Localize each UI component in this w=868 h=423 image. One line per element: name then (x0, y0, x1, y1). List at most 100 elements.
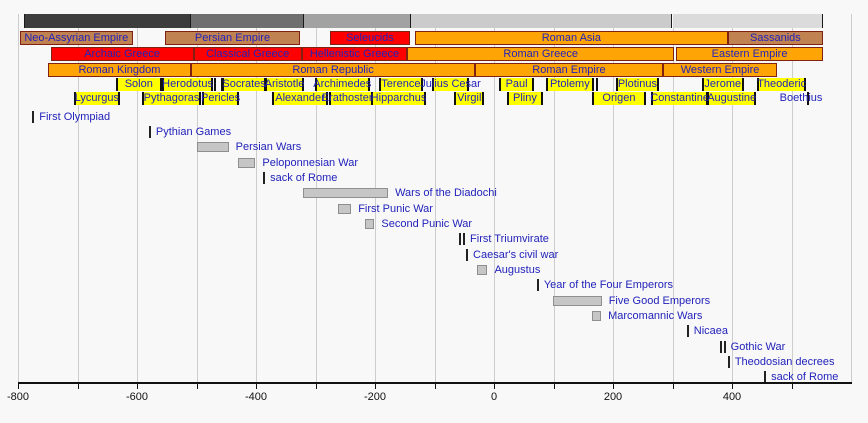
era-bar-eastern-empire: Eastern Empire (676, 47, 824, 61)
person-label-pericles: Pericles (201, 92, 241, 104)
person-tick-aristotle (302, 78, 304, 91)
x-axis-tick-100 (553, 384, 555, 389)
person-bar-plotinus (617, 78, 658, 91)
event-label-second-punic-war: Second Punic War (381, 217, 473, 230)
x-axis-label--600: -600 (125, 391, 149, 403)
event-label-caesar-s-civil-war: Caesar's civil war (473, 248, 559, 261)
event-label-nicaea: Nicaea (693, 325, 729, 338)
person-bar-origen (592, 92, 646, 105)
gridline--100 (434, 14, 436, 383)
event-bar-wars-of-the-diadochi (303, 188, 389, 199)
person-label-aristotle: Aristotle (264, 78, 305, 90)
person-tick-herodotus (210, 78, 213, 91)
person-label-plotinus: Plotinus (617, 78, 657, 90)
event-label-gothic-war: Gothic War (730, 340, 786, 353)
era-bar-roman-asia: Roman Asia (414, 31, 728, 45)
event-label-sack-of-rome: sack of Rome (771, 371, 839, 384)
gridline--300 (315, 14, 317, 383)
gridline-400 (732, 14, 733, 383)
event-marker-gothic-war (720, 340, 723, 353)
x-axis-label-0: 0 (490, 391, 498, 403)
event-label-theodosian-decrees: Theodosian decrees (734, 356, 835, 369)
person-bar-pericles (203, 92, 239, 105)
era-bar-roman-greece: Roman Greece (407, 47, 675, 61)
event-bar-first-punic-war (337, 203, 352, 214)
period-band-segment (410, 14, 673, 28)
person-tick-herodotus (213, 78, 216, 91)
person-tick-pericles (202, 92, 205, 105)
person-label-boethius: Boethius (779, 92, 823, 104)
person-label-paul: Paul (505, 78, 528, 90)
person-label-augustine: Augustine (707, 92, 757, 104)
person-tick-ptolemy (595, 78, 598, 91)
era-bar-roman-republic: Roman Republic (191, 63, 475, 77)
event-label-pythian-games: Pythian Games (155, 125, 232, 138)
event-label-sack-of-rome: sack of Rome (270, 171, 338, 184)
event-marker-caesar-s-civil-war (466, 248, 469, 261)
x-axis-tick--700 (77, 384, 79, 389)
person-tick-augustine (707, 92, 710, 105)
event-marker-sack-of-rome (764, 371, 767, 384)
person-tick-theoderic (804, 78, 807, 91)
x-axis-tick--500 (196, 384, 198, 389)
gridline--400 (256, 14, 257, 383)
person-tick-terence (378, 78, 381, 91)
person-label-terence: Terence (381, 78, 421, 90)
event-label-first-punic-war: First Punic War (358, 202, 433, 215)
person-bar-archimedes (315, 78, 370, 91)
person-label-constantine: Constantine (650, 92, 709, 104)
event-label-persian-wars: Persian Wars (235, 141, 302, 154)
event-label-five-good-emperors: Five Good Emperors (608, 294, 711, 307)
person-tick-plotinus (656, 78, 659, 91)
gridline--700 (77, 14, 79, 383)
event-label-year-of-the-four-emperors: Year of the Four Emperors (543, 279, 674, 292)
person-bar-hipparchus (372, 92, 425, 105)
era-bar-roman-empire: Roman Empire (474, 63, 663, 77)
gridline-0 (494, 14, 495, 383)
era-bar-persian-empire: Persian Empire (164, 31, 301, 45)
person-bar-virgil (455, 92, 484, 105)
person-bar-solon (116, 78, 161, 91)
person-tick-pliny (541, 92, 544, 105)
period-band-segment (23, 14, 191, 28)
person-bar-terence (379, 78, 422, 91)
x-axis-label--400: -400 (244, 391, 268, 403)
x-axis-label-400: 400 (722, 391, 742, 403)
person-label-socrates: Socrates (222, 78, 266, 90)
person-tick-hipparchus (423, 92, 426, 105)
person-label-erathostenes: Erathostenes (321, 92, 387, 104)
x-axis-tick--800 (18, 384, 19, 389)
era-bar-neo-assyrian-empire: Neo-Assyrian Empire (19, 31, 133, 45)
person-bar-theoderic (758, 78, 806, 91)
x-axis-tick-500 (791, 384, 793, 389)
person-tick-herodotus (162, 78, 165, 91)
x-axis-line (18, 382, 852, 384)
event-label-augustus: Augustus (494, 264, 541, 276)
event-bar-marcomannic-wars (592, 311, 602, 322)
person-tick-boethius (807, 92, 810, 105)
gridline-500 (791, 14, 793, 383)
person-bar-augustine (708, 92, 756, 105)
period-band-segment (303, 14, 411, 28)
person-tick-lycurgus (73, 92, 76, 105)
x-axis-tick--600 (137, 384, 138, 389)
person-bar-jerome (702, 78, 743, 91)
person-tick-virgil (454, 92, 457, 105)
x-axis-tick--300 (315, 384, 317, 389)
event-bar-persian-wars (197, 142, 229, 153)
person-label-solon: Solon (124, 78, 153, 90)
event-marker-first-triumvirate (463, 233, 466, 246)
person-tick-alexander (272, 92, 275, 105)
person-label-origen: Origen (602, 92, 636, 104)
person-bar-paul (499, 78, 534, 91)
gridline--500 (196, 14, 198, 383)
person-label-herodotus: Herodotus (162, 78, 213, 90)
person-tick-jerome (741, 78, 744, 91)
event-marker-gothic-war (723, 340, 726, 353)
person-tick-lycurgus (118, 92, 121, 105)
era-bar-classical-greece: Classical Greece (193, 47, 302, 61)
person-tick-socrates (222, 78, 225, 91)
event-marker-pythian-games (148, 125, 151, 138)
person-tick-augustine (754, 92, 757, 105)
